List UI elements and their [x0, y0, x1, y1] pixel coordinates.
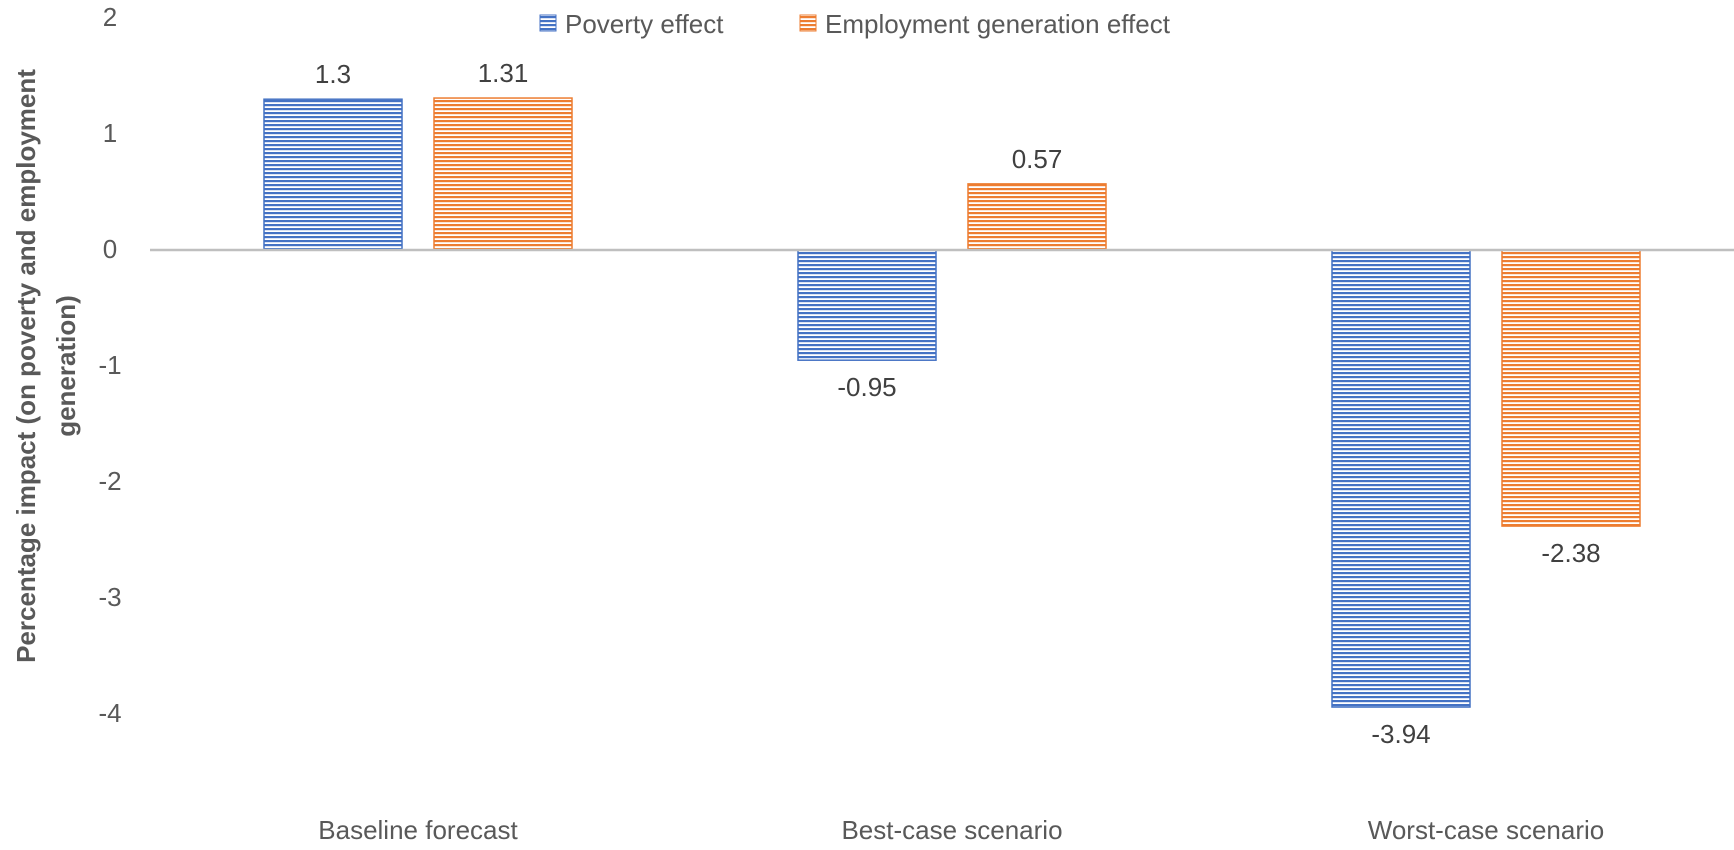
- legend-label: Poverty effect: [565, 9, 724, 39]
- legend-item: Employment generation effect: [799, 9, 1171, 39]
- y-axis-title-line: Percentage impact (on poverty and employ…: [11, 69, 41, 663]
- data-label: 1.3: [315, 59, 351, 89]
- bar-employment-generation-effect: [967, 183, 1107, 251]
- bar-employment-generation-effect: [1501, 249, 1641, 527]
- y-axis-ticks: 2 1 0 -1 -2 -3 -4: [98, 2, 121, 728]
- y-tick-label: 2: [103, 2, 117, 32]
- y-axis-title: Percentage impact (on poverty and employ…: [11, 69, 81, 663]
- data-label: 0.57: [1012, 144, 1063, 174]
- data-label: -3.94: [1371, 719, 1430, 749]
- y-axis-title-line: generation): [51, 295, 81, 437]
- x-tick-label: Best-case scenario: [841, 815, 1062, 845]
- x-tick-label: Baseline forecast: [318, 815, 518, 845]
- legend-swatch: [539, 14, 557, 32]
- x-tick-label: Worst-case scenario: [1368, 815, 1605, 845]
- bars: [263, 97, 1641, 708]
- bar-poverty-effect: [263, 98, 403, 251]
- y-tick-label: -2: [98, 466, 121, 496]
- y-tick-label: 1: [103, 118, 117, 148]
- y-tick-label: -4: [98, 698, 121, 728]
- data-label: -2.38: [1541, 538, 1600, 568]
- bar-poverty-effect: [1331, 249, 1471, 708]
- legend-label: Employment generation effect: [825, 9, 1171, 39]
- legend-item: Poverty effect: [539, 9, 724, 39]
- legend: Poverty effect Employment generation effe…: [539, 9, 1171, 39]
- bar-employment-generation-effect: [433, 97, 573, 251]
- data-label: -0.95: [837, 372, 896, 402]
- data-label: 1.31: [478, 58, 529, 88]
- data-labels: 1.3 -0.95 -3.94 1.31 0.57 -2.38: [315, 58, 1601, 749]
- bar-poverty-effect: [797, 249, 937, 361]
- x-axis-ticks: Baseline forecast Best-case scenario Worst…: [318, 815, 1604, 845]
- legend-swatch: [799, 14, 817, 32]
- y-tick-label: -1: [98, 350, 121, 380]
- y-tick-label: 0: [103, 234, 117, 264]
- y-tick-label: -3: [98, 582, 121, 612]
